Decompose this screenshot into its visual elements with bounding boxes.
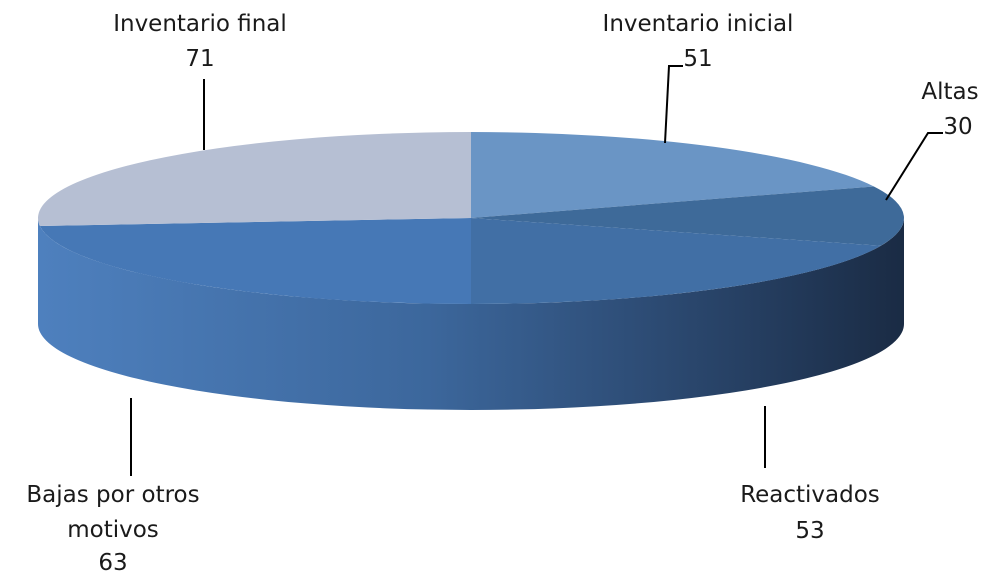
slice-label-reactivados: Reactivados 53: [740, 482, 880, 544]
leader-lines: [130, 65, 943, 476]
label-name-bajas-line2: motivos: [67, 517, 159, 543]
slice-label-inventario-final: Inventario final 71: [113, 11, 287, 72]
slice-label-inventario-inicial: Inventario inicial 51: [603, 11, 794, 72]
pie-side-wall: [38, 218, 904, 410]
label-name-reactivados: Reactivados: [740, 482, 880, 508]
leader-line-altas: [885, 132, 943, 201]
pie-slice-reactivados: [471, 218, 881, 304]
pie-side-layer: [38, 218, 904, 410]
leader-line-inventario-inicial: [664, 65, 683, 144]
label-name-inventario-inicial: Inventario inicial: [603, 11, 794, 37]
slice-label-bajas-por-otros-motivos: Bajas por otros motivos 63: [26, 482, 199, 573]
slice-label-altas: Altas 30: [921, 79, 978, 140]
pie-slice-inventario-inicial: [471, 132, 874, 218]
pie-slice-inventario-final: [37, 132, 471, 227]
label-value-altas: 30: [943, 114, 972, 140]
label-value-bajas: 63: [98, 550, 127, 573]
pie-slice-altas: [471, 186, 904, 246]
label-name-inventario-final: Inventario final: [113, 11, 287, 37]
label-name-bajas-line1: Bajas por otros: [26, 482, 199, 508]
label-value-inventario-inicial: 51: [683, 46, 712, 72]
label-name-altas: Altas: [921, 79, 978, 105]
label-value-reactivados: 53: [795, 518, 824, 544]
label-value-inventario-final: 71: [185, 46, 214, 72]
pie-slice-bajas-por-otros-motivos: [39, 218, 472, 304]
pie-top-layer: [37, 132, 904, 304]
